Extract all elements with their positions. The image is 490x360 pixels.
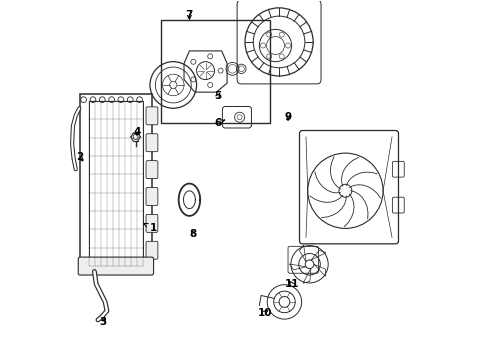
Text: 8: 8	[189, 229, 196, 239]
Bar	[80, 94, 152, 273]
Text: 7: 7	[186, 10, 193, 20]
FancyBboxPatch shape	[146, 215, 158, 232]
FancyBboxPatch shape	[146, 134, 158, 152]
FancyBboxPatch shape	[146, 188, 158, 206]
Text: 5: 5	[215, 91, 222, 101]
Text: 2: 2	[75, 152, 83, 162]
Text: 3: 3	[100, 317, 107, 327]
Text: 10: 10	[257, 308, 272, 318]
Text: 1: 1	[144, 224, 157, 233]
Bar	[89, 101, 143, 266]
FancyBboxPatch shape	[78, 257, 153, 275]
Text: 9: 9	[285, 112, 292, 122]
Text: 6: 6	[215, 118, 224, 128]
FancyBboxPatch shape	[146, 107, 158, 125]
Text: 11: 11	[284, 279, 299, 289]
Text: 4: 4	[134, 127, 141, 136]
Bar	[161, 21, 270, 123]
FancyBboxPatch shape	[146, 161, 158, 179]
FancyBboxPatch shape	[146, 241, 158, 259]
